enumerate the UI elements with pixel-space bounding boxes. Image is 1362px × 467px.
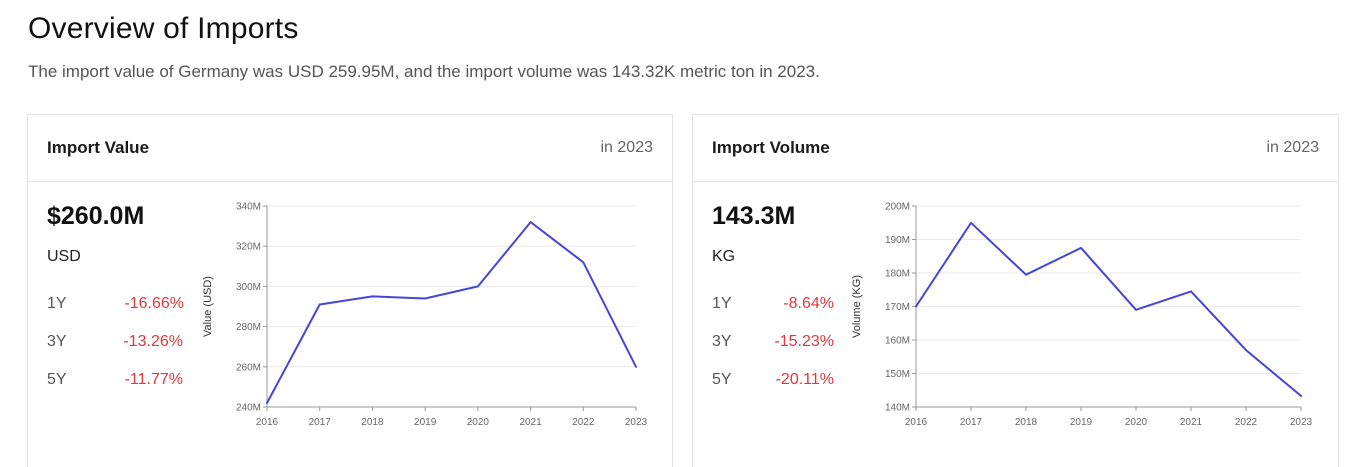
y-axis-title: Value (USD) <box>202 276 214 337</box>
change-row-3y: 3Y -13.26% <box>47 333 183 351</box>
change-value: -8.64% <box>783 295 834 312</box>
series-line <box>915 221 1302 397</box>
card-title: Import Value <box>47 138 150 157</box>
change-row-5y: 5Y -20.11% <box>712 371 834 389</box>
data-point <box>1024 273 1028 277</box>
data-point <box>1134 308 1138 312</box>
change-value: -20.11% <box>775 371 834 388</box>
x-tick-label: 2017 <box>960 417 983 428</box>
y-tick-label: 260M <box>236 362 261 373</box>
import-volume-card: Import Volume in 2023 143.3M KG 1Y -8.64%… <box>692 114 1339 467</box>
data-point <box>529 220 533 224</box>
change-period: 1Y <box>47 295 67 312</box>
data-point <box>1299 394 1303 398</box>
change-period: 1Y <box>712 295 732 312</box>
x-tick-label: 2023 <box>625 417 648 428</box>
x-tick-label: 2023 <box>1290 417 1313 428</box>
y-tick-label: 300M <box>236 282 261 293</box>
change-period: 3Y <box>712 333 732 350</box>
headline-value: 143.3M <box>712 202 796 230</box>
x-tick-label: 2021 <box>519 417 542 428</box>
change-value: -15.23% <box>774 333 834 350</box>
card-header: Import Volume in 2023 <box>693 115 1338 182</box>
x-tick-label: 2020 <box>1125 417 1148 428</box>
page-title: Overview of Imports <box>28 12 299 45</box>
y-tick-label: 150M <box>885 369 910 380</box>
x-tick-label: 2020 <box>467 417 490 428</box>
card-header: Import Value in 2023 <box>28 115 672 182</box>
data-point <box>1079 246 1083 250</box>
change-value: -13.26% <box>123 333 183 350</box>
card-title: Import Volume <box>712 138 830 157</box>
y-tick-label: 280M <box>236 322 261 333</box>
x-tick-label: 2018 <box>361 417 384 428</box>
import-volume-line-chart: 140M 150M 160M 170M 180M 190M 200M 2016 2017 2018… <box>851 202 1313 429</box>
y-tick-label: 240M <box>236 403 261 414</box>
y-tick-label: 180M <box>885 269 910 280</box>
change-row-1y: 1Y -16.66% <box>47 295 184 313</box>
value-unit: USD <box>47 248 81 265</box>
x-tick-label: 2018 <box>1015 417 1038 428</box>
change-value: -16.66% <box>124 295 184 312</box>
change-value: -11.77% <box>124 371 183 388</box>
import-value-line-chart: 240M 260M 280M 300M 320M 340M 2016 2017 2018 2019… <box>202 202 648 429</box>
data-point <box>476 284 480 288</box>
import-value-card: Import Value in 2023 $260.0M USD 1Y -16.6… <box>27 114 673 467</box>
x-tick-label: 2022 <box>1235 417 1258 428</box>
change-period: 5Y <box>712 371 732 388</box>
data-point <box>969 221 973 225</box>
x-tick-label: 2016 <box>256 417 279 428</box>
headline-value: $260.0M <box>47 202 145 230</box>
data-point <box>914 305 918 309</box>
data-point <box>581 260 585 264</box>
x-tick-label: 2017 <box>309 417 332 428</box>
y-tick-label: 190M <box>885 235 910 246</box>
y-tick-label: 340M <box>236 202 261 213</box>
change-row-1y: 1Y -8.64% <box>712 295 834 313</box>
data-point <box>370 294 374 298</box>
change-row-5y: 5Y -11.77% <box>47 371 183 389</box>
data-point <box>634 365 638 369</box>
x-tick-label: 2021 <box>1180 417 1203 428</box>
y-tick-label: 170M <box>885 302 910 313</box>
change-period: 5Y <box>47 371 67 388</box>
y-tick-label: 320M <box>236 242 261 253</box>
x-tick-label: 2022 <box>572 417 595 428</box>
value-unit: KG <box>712 248 736 265</box>
y-tick-label: 200M <box>885 202 910 213</box>
data-point <box>423 296 427 300</box>
x-tick-label: 2019 <box>414 417 437 428</box>
x-tick-label: 2016 <box>905 417 928 428</box>
change-row-3y: 3Y -15.23% <box>712 333 834 351</box>
card-period: in 2023 <box>600 139 654 156</box>
x-tick-label: 2019 <box>1070 417 1093 428</box>
data-point <box>318 302 322 306</box>
y-tick-label: 140M <box>885 403 910 414</box>
data-point <box>265 401 269 405</box>
data-point <box>1189 289 1193 293</box>
page-subtitle: The import value of Germany was USD 259.… <box>28 62 820 81</box>
data-point <box>1244 348 1248 352</box>
change-period: 3Y <box>47 333 67 350</box>
series-line <box>266 221 637 404</box>
card-period: in 2023 <box>1266 139 1320 156</box>
y-tick-label: 160M <box>885 336 910 347</box>
y-axis-title: Volume (KG) <box>851 275 863 338</box>
